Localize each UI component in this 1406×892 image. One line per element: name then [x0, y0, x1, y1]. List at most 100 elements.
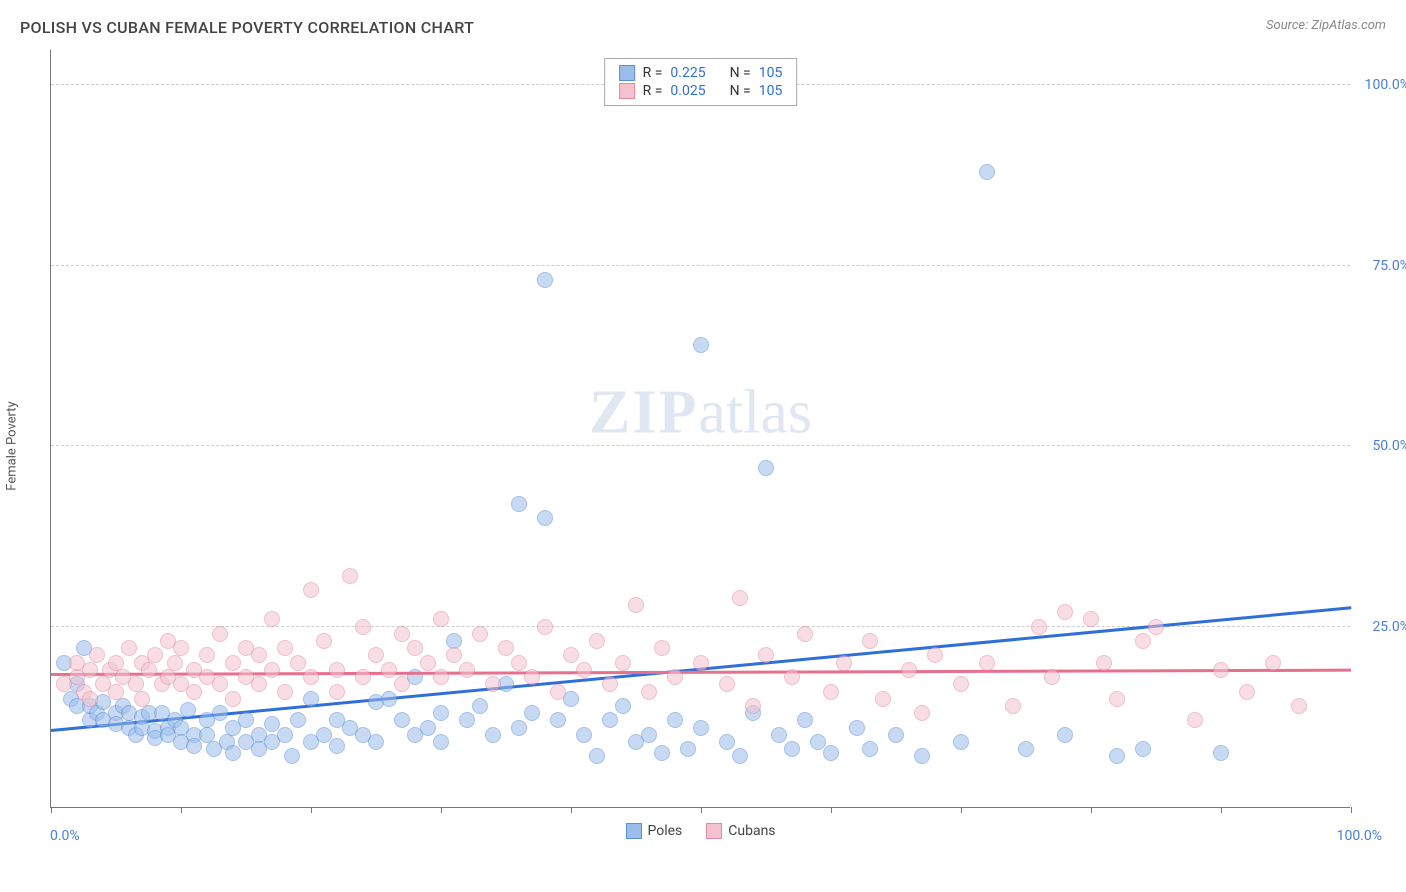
data-point [1044, 669, 1060, 685]
data-point [134, 691, 150, 707]
data-point [342, 568, 358, 584]
data-point [355, 619, 371, 635]
data-point [732, 748, 748, 764]
data-point [1135, 741, 1151, 757]
data-point [823, 745, 839, 761]
data-point [368, 734, 384, 750]
data-point [771, 727, 787, 743]
data-point [745, 698, 761, 714]
data-point [784, 669, 800, 685]
data-point [914, 705, 930, 721]
data-point [693, 720, 709, 736]
data-point [368, 647, 384, 663]
data-point [420, 655, 436, 671]
data-point [589, 748, 605, 764]
data-point [693, 337, 709, 353]
data-point [167, 655, 183, 671]
data-point [180, 702, 196, 718]
watermark: ZIPatlas [589, 378, 812, 449]
header: POLISH VS CUBAN FEMALE POVERTY CORRELATI… [0, 0, 1406, 41]
cubans-swatch [619, 83, 635, 99]
data-point [329, 662, 345, 678]
data-point [433, 734, 449, 750]
data-point [329, 684, 345, 700]
data-point [89, 647, 105, 663]
data-point [615, 655, 631, 671]
data-point [797, 626, 813, 642]
data-point [758, 647, 774, 663]
data-point [485, 676, 501, 692]
data-point [108, 684, 124, 700]
data-point [316, 633, 332, 649]
data-point [1213, 662, 1229, 678]
data-point [1148, 619, 1164, 635]
data-point [284, 748, 300, 764]
data-point [1018, 741, 1034, 757]
x-tick [1351, 807, 1352, 813]
data-point [680, 741, 696, 757]
source-label: Source: ZipAtlas.com [1266, 18, 1386, 33]
data-point [563, 647, 579, 663]
data-point [641, 684, 657, 700]
data-point [719, 676, 735, 692]
data-point [628, 597, 644, 613]
data-point [823, 684, 839, 700]
data-point [1057, 604, 1073, 620]
data-point [394, 676, 410, 692]
data-point [550, 684, 566, 700]
data-point [602, 712, 618, 728]
data-point [420, 720, 436, 736]
x-tick [701, 807, 702, 813]
data-point [277, 640, 293, 656]
data-point [446, 647, 462, 663]
data-point [472, 698, 488, 714]
data-point [589, 633, 605, 649]
data-point [953, 676, 969, 692]
data-point [264, 611, 280, 627]
data-point [121, 640, 137, 656]
x-tick [311, 807, 312, 813]
y-tick-label: 50.0% [1355, 438, 1406, 454]
x-tick [441, 807, 442, 813]
data-point [394, 712, 410, 728]
x-tick [51, 807, 52, 813]
legend-stats-row-poles: R = 0.225 N = 105 [619, 64, 783, 82]
data-point [290, 655, 306, 671]
legend-item-poles: Poles [625, 823, 682, 839]
legend-label-poles: Poles [647, 823, 682, 839]
data-point [1057, 727, 1073, 743]
poles-swatch [619, 65, 635, 81]
data-point [1083, 611, 1099, 627]
data-point [1109, 691, 1125, 707]
data-point [1213, 745, 1229, 761]
data-point [1265, 655, 1281, 671]
scatter-chart: ZIPatlas R = 0.225 N = 105 R = 0.025 N =… [50, 50, 1350, 808]
data-point [1109, 748, 1125, 764]
x-tick [961, 807, 962, 813]
legend-item-cubans: Cubans [706, 823, 775, 839]
data-point [212, 676, 228, 692]
data-point [212, 705, 228, 721]
data-point [407, 640, 423, 656]
data-point [849, 720, 865, 736]
data-point [524, 669, 540, 685]
data-point [836, 655, 852, 671]
data-point [381, 662, 397, 678]
y-tick-label: 25.0% [1355, 619, 1406, 635]
data-point [537, 272, 553, 288]
data-point [186, 738, 202, 754]
data-point [394, 626, 410, 642]
data-point [511, 720, 527, 736]
data-point [875, 691, 891, 707]
y-axis-label: Female Poverty [5, 401, 20, 490]
data-point [303, 582, 319, 598]
data-point [667, 669, 683, 685]
data-point [576, 662, 592, 678]
data-point [433, 611, 449, 627]
data-point [290, 712, 306, 728]
data-point [901, 662, 917, 678]
data-point [186, 684, 202, 700]
legend-stats-row-cubans: R = 0.025 N = 105 [619, 82, 783, 100]
poles-swatch-icon [625, 823, 641, 839]
data-point [784, 741, 800, 757]
